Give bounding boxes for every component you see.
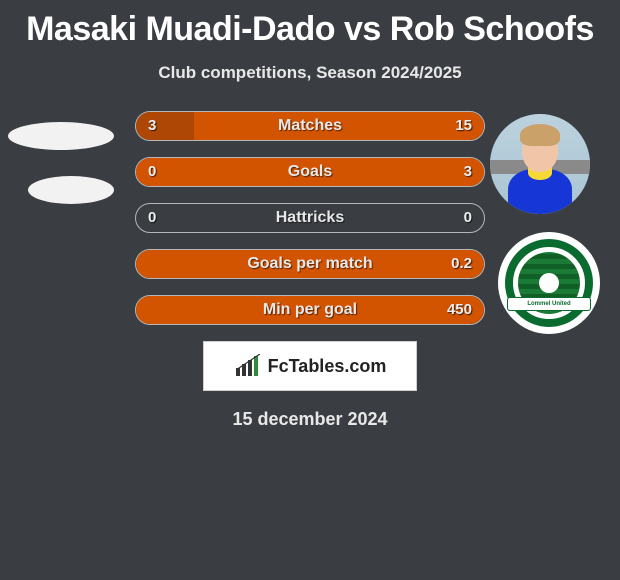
fctables-logo: FcTables.com [203,341,417,391]
page-title: Masaki Muadi-Dado vs Rob Schoofs [0,0,620,49]
player1-avatar-placeholder-2 [28,176,114,204]
stat-label: Hattricks [136,204,484,232]
stat-bar: 315Matches [135,111,485,141]
footer-date: 15 december 2024 [0,409,620,430]
club-badge-label: Lommel United [507,297,591,311]
player2-avatar [490,114,590,214]
bar-chart-icon [234,354,262,378]
stat-bar: 0.2Goals per match [135,249,485,279]
page-subtitle: Club competitions, Season 2024/2025 [0,63,620,83]
stat-bar: 0 0Hattricks [135,203,485,233]
stat-left-value: 0 [148,204,156,232]
stat-bar: 03Goals [135,157,485,187]
logo-text: FcTables.com [268,356,387,377]
club-badge: Lommel United [498,232,600,334]
stat-right-value: 0 [464,204,472,232]
stat-bars: 315Matches 03Goals 0 0Hattricks 0.2Goals per… [135,111,485,325]
stat-bar: 450Min per goal [135,295,485,325]
player1-avatar-placeholder [8,122,114,150]
